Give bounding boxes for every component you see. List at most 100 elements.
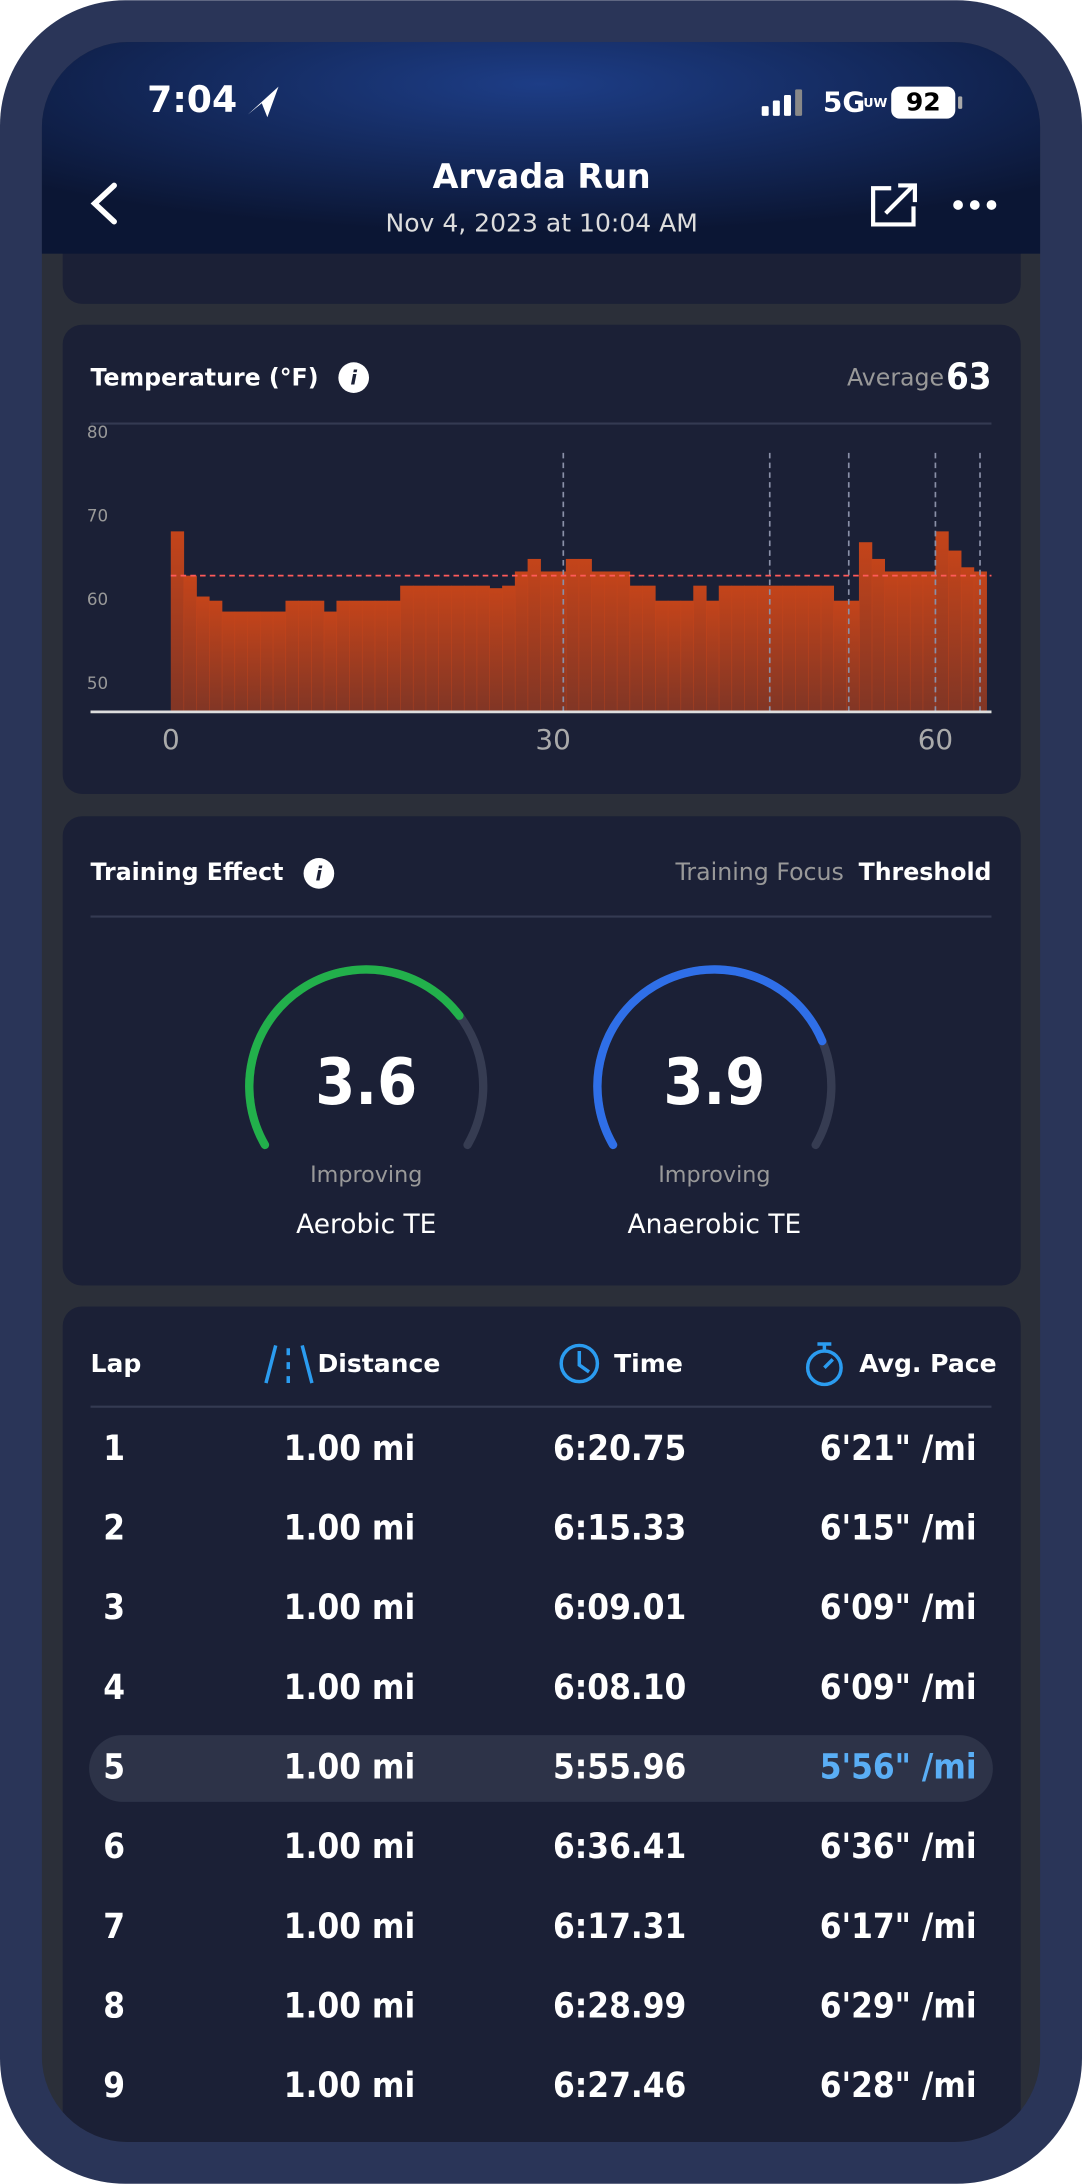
bar	[272, 611, 287, 712]
battery-tip	[958, 96, 963, 109]
chart-title: Temperature (°F)	[91, 364, 319, 392]
gauge-label: Aerobic TE	[296, 1209, 436, 1240]
cell: 6'09" /mi	[820, 1588, 977, 1628]
bar	[948, 550, 962, 712]
bar	[642, 585, 656, 712]
bar	[502, 585, 516, 712]
gauge-arc	[593, 965, 827, 1150]
bar	[833, 600, 847, 712]
bar	[960, 567, 975, 712]
bar	[604, 571, 618, 712]
column-header: Time	[614, 1349, 683, 1378]
highlight-row	[89, 1735, 993, 1802]
focus-label: Training Focus	[674, 858, 843, 886]
bar	[744, 585, 758, 712]
activity-date: Nov 4, 2023 at 10:04 AM	[385, 208, 697, 237]
cell: 9	[103, 2066, 125, 2106]
cell: 1.00 mi	[284, 1747, 415, 1787]
cell: 6:08.10	[553, 1668, 686, 1708]
gauge-value: 3.6	[315, 1046, 417, 1120]
y-tick-label: 80	[87, 422, 108, 442]
bar	[935, 531, 949, 712]
cell: 2	[103, 1509, 125, 1549]
x-tick-label: 30	[535, 723, 570, 756]
share-button[interactable]	[871, 183, 917, 227]
info-i: i	[350, 367, 357, 390]
cell: 1.00 mi	[284, 1668, 415, 1708]
y-tick-label: 60	[87, 589, 108, 609]
info-icon[interactable]	[338, 362, 370, 393]
cell: 1.00 mi	[284, 1907, 415, 1947]
cell: 5	[103, 1747, 125, 1787]
bar	[234, 611, 248, 712]
training-card	[62, 816, 1021, 1286]
bar	[680, 600, 694, 712]
battery	[891, 86, 956, 119]
bar	[782, 585, 796, 712]
bar	[731, 585, 745, 712]
bar	[693, 585, 707, 712]
signal-icon	[761, 89, 803, 116]
bar	[565, 558, 580, 712]
bar	[846, 600, 860, 712]
column-header: Lap	[91, 1349, 142, 1378]
bar	[718, 585, 733, 712]
cell: 8	[103, 1986, 125, 2026]
bar	[285, 600, 299, 712]
bar	[871, 558, 885, 712]
gauge-status: Improving	[310, 1162, 422, 1188]
gauge-label: Anaerobic TE	[628, 1209, 802, 1240]
x-tick-label: 60	[918, 723, 953, 756]
more-button[interactable]	[953, 200, 997, 210]
cell: 6:28.99	[553, 1986, 686, 2026]
cell: 6'36" /mi	[820, 1827, 977, 1867]
bar	[820, 585, 835, 712]
cell: 6:20.75	[553, 1429, 686, 1469]
bar	[706, 600, 720, 712]
network: 5G	[823, 85, 865, 118]
bar	[260, 611, 274, 712]
bar	[667, 600, 682, 712]
gauge-value: 3.9	[663, 1046, 765, 1120]
bar	[922, 571, 936, 712]
bar	[858, 542, 873, 712]
table-icons	[264, 1342, 843, 1387]
bar	[807, 585, 822, 712]
bar	[183, 575, 197, 712]
bar	[884, 571, 898, 712]
training-title: Training Effect	[91, 858, 284, 886]
info-icon[interactable]	[303, 858, 335, 889]
cell: 1.00 mi	[284, 1588, 415, 1628]
cell: 1.00 mi	[284, 1827, 415, 1867]
cell: 1.00 mi	[284, 1429, 415, 1469]
bar	[451, 585, 465, 712]
cell: 6'29" /mi	[820, 1986, 977, 2026]
bar	[400, 585, 414, 712]
info-i: i	[316, 862, 323, 885]
average-label: Average	[847, 364, 944, 392]
cell: 6'17" /mi	[820, 1907, 977, 1947]
cell: 5'56" /mi	[820, 1747, 977, 1787]
cell: 3	[103, 1588, 125, 1628]
battery-level: 92	[906, 87, 941, 116]
bar	[527, 558, 541, 712]
bar	[247, 611, 261, 712]
bar	[387, 600, 401, 712]
bar	[909, 571, 924, 712]
bar	[655, 600, 669, 712]
bar	[209, 600, 223, 712]
bar	[514, 571, 529, 712]
bar	[757, 585, 771, 712]
cell: 1.00 mi	[284, 2066, 415, 2106]
bar	[540, 571, 554, 712]
location-icon	[247, 86, 279, 118]
bar	[349, 600, 363, 712]
bar	[591, 571, 605, 712]
back-button[interactable]	[90, 182, 117, 225]
bar	[361, 600, 376, 712]
cell: 1	[103, 1429, 125, 1469]
bar	[298, 600, 312, 712]
cell: 6:27.46	[553, 2066, 686, 2106]
bar	[553, 571, 567, 712]
